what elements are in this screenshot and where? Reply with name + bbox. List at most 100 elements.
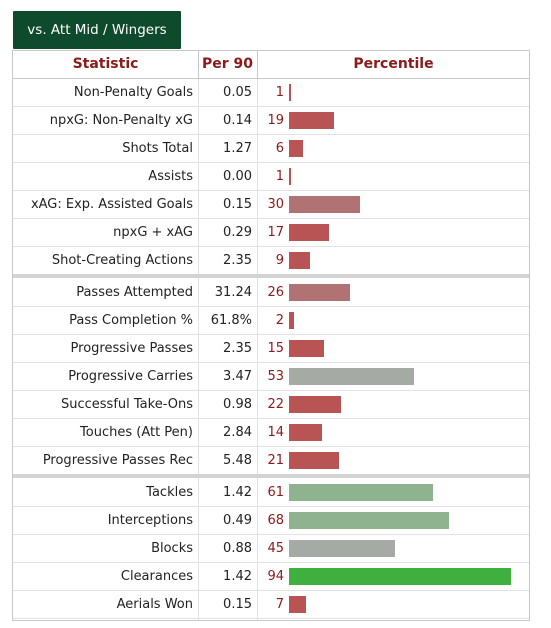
table-row: Progressive Passes Rec 5.48 21 xyxy=(13,447,529,475)
per90-value: 2.35 xyxy=(223,341,252,356)
percentile-bar xyxy=(289,224,329,241)
stat-name[interactable]: npxG + xAG xyxy=(113,225,193,240)
per90-value: 61.8% xyxy=(210,313,252,328)
percentile-bar xyxy=(289,84,291,101)
percentile-bar xyxy=(289,284,350,301)
percentile-value: 45 xyxy=(267,541,284,556)
stat-name[interactable]: Tackles xyxy=(146,485,193,500)
table-row: Assists 0.00 1 xyxy=(13,163,529,191)
column-divider xyxy=(198,79,199,620)
percentile-value: 21 xyxy=(267,453,284,468)
stat-name[interactable]: Aerials Won xyxy=(116,597,193,612)
stat-name[interactable]: Shots Total xyxy=(122,141,193,156)
table-row: Passes Attempted 31.24 26 xyxy=(13,279,529,307)
stat-name[interactable]: Clearances xyxy=(120,569,193,584)
percentile-value: 6 xyxy=(275,141,284,156)
tab-vs-att-mid-wingers[interactable]: vs. Att Mid / Wingers xyxy=(13,11,181,49)
per90-value: 0.29 xyxy=(223,225,252,240)
percentile-bar xyxy=(289,252,310,269)
percentile-bar xyxy=(289,452,339,469)
table-row: Blocks 0.88 45 xyxy=(13,535,529,563)
percentile-bar xyxy=(289,312,294,329)
table-row: xAG: Exp. Assisted Goals 0.15 30 xyxy=(13,191,529,219)
percentile-table: Statistic Per 90 Percentile Non-Penalty … xyxy=(12,50,530,621)
table-row: Pass Completion % 61.8% 2 xyxy=(13,307,529,335)
column-divider xyxy=(257,79,258,620)
table-row: Interceptions 0.49 68 xyxy=(13,507,529,535)
percentile-bar xyxy=(289,568,511,585)
tab-label: vs. Att Mid / Wingers xyxy=(27,22,167,38)
percentile-bar xyxy=(289,424,322,441)
percentile-bar xyxy=(289,484,433,501)
per90-value: 0.14 xyxy=(223,113,252,128)
stat-name[interactable]: Blocks xyxy=(151,541,193,556)
per90-value: 0.00 xyxy=(223,169,252,184)
group-separator xyxy=(13,274,529,278)
table-row: Non-Penalty Goals 0.05 1 xyxy=(13,79,529,107)
per90-value: 1.27 xyxy=(223,141,252,156)
percentile-value: 61 xyxy=(267,485,284,500)
percentile-value: 1 xyxy=(275,169,284,184)
per90-value: 2.35 xyxy=(223,253,252,268)
per90-value: 3.47 xyxy=(223,369,252,384)
stat-name[interactable]: Progressive Passes Rec xyxy=(42,453,193,468)
table-row: Successful Take-Ons 0.98 22 xyxy=(13,391,529,419)
stat-name[interactable]: Interceptions xyxy=(107,513,193,528)
percentile-value: 9 xyxy=(275,253,284,268)
percentile-value: 2 xyxy=(275,313,284,328)
stat-name[interactable]: Shot-Creating Actions xyxy=(51,253,193,268)
percentile-bar xyxy=(289,140,303,157)
table-row: Progressive Passes 2.35 15 xyxy=(13,335,529,363)
percentile-value: 14 xyxy=(267,425,284,440)
per90-value: 0.98 xyxy=(223,397,252,412)
percentile-bar xyxy=(289,396,341,413)
percentile-value: 1 xyxy=(275,85,284,100)
header-statistic[interactable]: Statistic xyxy=(13,51,199,78)
per90-value: 0.49 xyxy=(223,513,252,528)
percentile-bar xyxy=(289,168,291,185)
stat-name[interactable]: Successful Take-Ons xyxy=(60,397,193,412)
percentile-bar xyxy=(289,368,414,385)
percentile-value: 7 xyxy=(275,597,284,612)
stat-name[interactable]: Touches (Att Pen) xyxy=(80,425,193,440)
percentile-bar xyxy=(289,540,395,557)
stat-name[interactable]: Progressive Carries xyxy=(68,369,193,384)
table-row: Aerials Won 0.15 7 xyxy=(13,591,529,619)
table-row: Clearances 1.42 94 xyxy=(13,563,529,591)
per90-value: 31.24 xyxy=(214,285,252,300)
percentile-value: 19 xyxy=(267,113,284,128)
percentile-value: 26 xyxy=(267,285,284,300)
per90-value: 1.42 xyxy=(223,569,252,584)
percentile-value: 22 xyxy=(267,397,284,412)
percentile-value: 53 xyxy=(267,369,284,384)
stat-name[interactable]: Non-Penalty Goals xyxy=(73,85,193,100)
table-row: npxG + xAG 0.29 17 xyxy=(13,219,529,247)
table-row: Touches (Att Pen) 2.84 14 xyxy=(13,419,529,447)
table-header: Statistic Per 90 Percentile xyxy=(13,51,529,79)
table-row: Shot-Creating Actions 2.35 9 xyxy=(13,247,529,275)
stat-name[interactable]: xAG: Exp. Assisted Goals xyxy=(30,197,193,212)
percentile-bar xyxy=(289,112,334,129)
per90-value: 1.42 xyxy=(223,485,252,500)
per90-value: 0.88 xyxy=(223,541,252,556)
table-row: npxG: Non-Penalty xG 0.14 19 xyxy=(13,107,529,135)
table-row: Shots Total 1.27 6 xyxy=(13,135,529,163)
table-row: Progressive Carries 3.47 53 xyxy=(13,363,529,391)
percentile-bar xyxy=(289,512,449,529)
group-separator xyxy=(13,474,529,478)
stat-name[interactable]: npxG: Non-Penalty xG xyxy=(49,113,193,128)
per90-value: 2.84 xyxy=(223,425,252,440)
header-percentile[interactable]: Percentile xyxy=(353,56,434,72)
percentile-value: 68 xyxy=(267,513,284,528)
stat-name[interactable]: Passes Attempted xyxy=(76,285,193,300)
percentile-value: 17 xyxy=(267,225,284,240)
per90-value: 0.05 xyxy=(223,85,252,100)
percentile-value: 30 xyxy=(267,197,284,212)
percentile-bar xyxy=(289,596,306,613)
stat-name[interactable]: Progressive Passes xyxy=(70,341,193,356)
header-per90[interactable]: Per 90 xyxy=(198,51,258,78)
per90-value: 0.15 xyxy=(223,197,252,212)
table-row: Tackles 1.42 61 xyxy=(13,479,529,507)
stat-name[interactable]: Assists xyxy=(148,169,193,184)
stat-name[interactable]: Pass Completion % xyxy=(69,313,193,328)
